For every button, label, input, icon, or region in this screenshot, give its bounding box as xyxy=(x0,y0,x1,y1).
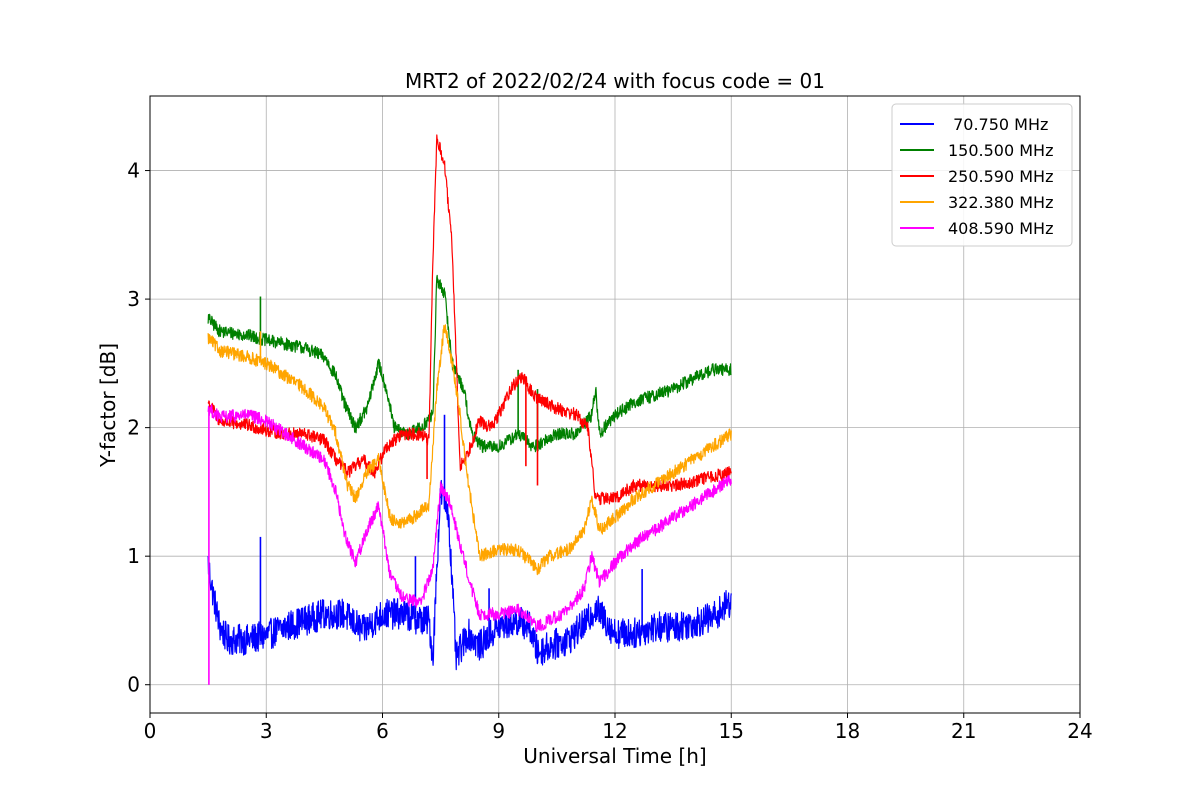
series-3 xyxy=(207,324,732,576)
series-line xyxy=(207,479,732,671)
x-tick-label: 9 xyxy=(492,719,505,743)
x-tick-label: 24 xyxy=(1067,719,1092,743)
x-tick-label: 12 xyxy=(602,719,627,743)
x-axis-label: Universal Time [h] xyxy=(523,744,706,768)
y-axis-label: Y-factor [dB] xyxy=(96,343,120,468)
series-line xyxy=(207,274,732,454)
y-tick-label: 1 xyxy=(127,544,140,568)
legend-label: 150.500 MHz xyxy=(948,141,1053,160)
series-line xyxy=(207,404,732,633)
legend-label: 70.750 MHz xyxy=(948,115,1048,134)
x-tick-label: 21 xyxy=(951,719,976,743)
x-tick-label: 6 xyxy=(376,719,389,743)
chart-title: MRT2 of 2022/02/24 with focus code = 01 xyxy=(405,69,825,93)
series-line xyxy=(207,134,732,506)
legend-label: 322.380 MHz xyxy=(948,193,1053,212)
y-tick-label: 0 xyxy=(127,673,140,697)
legend-label: 250.590 MHz xyxy=(948,167,1053,186)
x-tick-label: 3 xyxy=(260,719,273,743)
series-layer xyxy=(207,134,732,685)
series-4 xyxy=(207,404,732,685)
x-tick-label: 18 xyxy=(835,719,860,743)
series-line xyxy=(207,324,732,576)
y-tick-label: 4 xyxy=(127,159,140,183)
series-2 xyxy=(207,134,732,506)
y-tick-label: 3 xyxy=(127,287,140,311)
x-tick-label: 0 xyxy=(144,719,157,743)
legend-box xyxy=(891,103,1073,247)
legend-label: 408.590 MHz xyxy=(948,219,1053,238)
y-tick-label: 2 xyxy=(127,416,140,440)
legend: 70.750 MHz 150.500 MHz 250.590 MHz 322.380 … xyxy=(891,103,1073,247)
x-tick-label: 15 xyxy=(719,719,744,743)
